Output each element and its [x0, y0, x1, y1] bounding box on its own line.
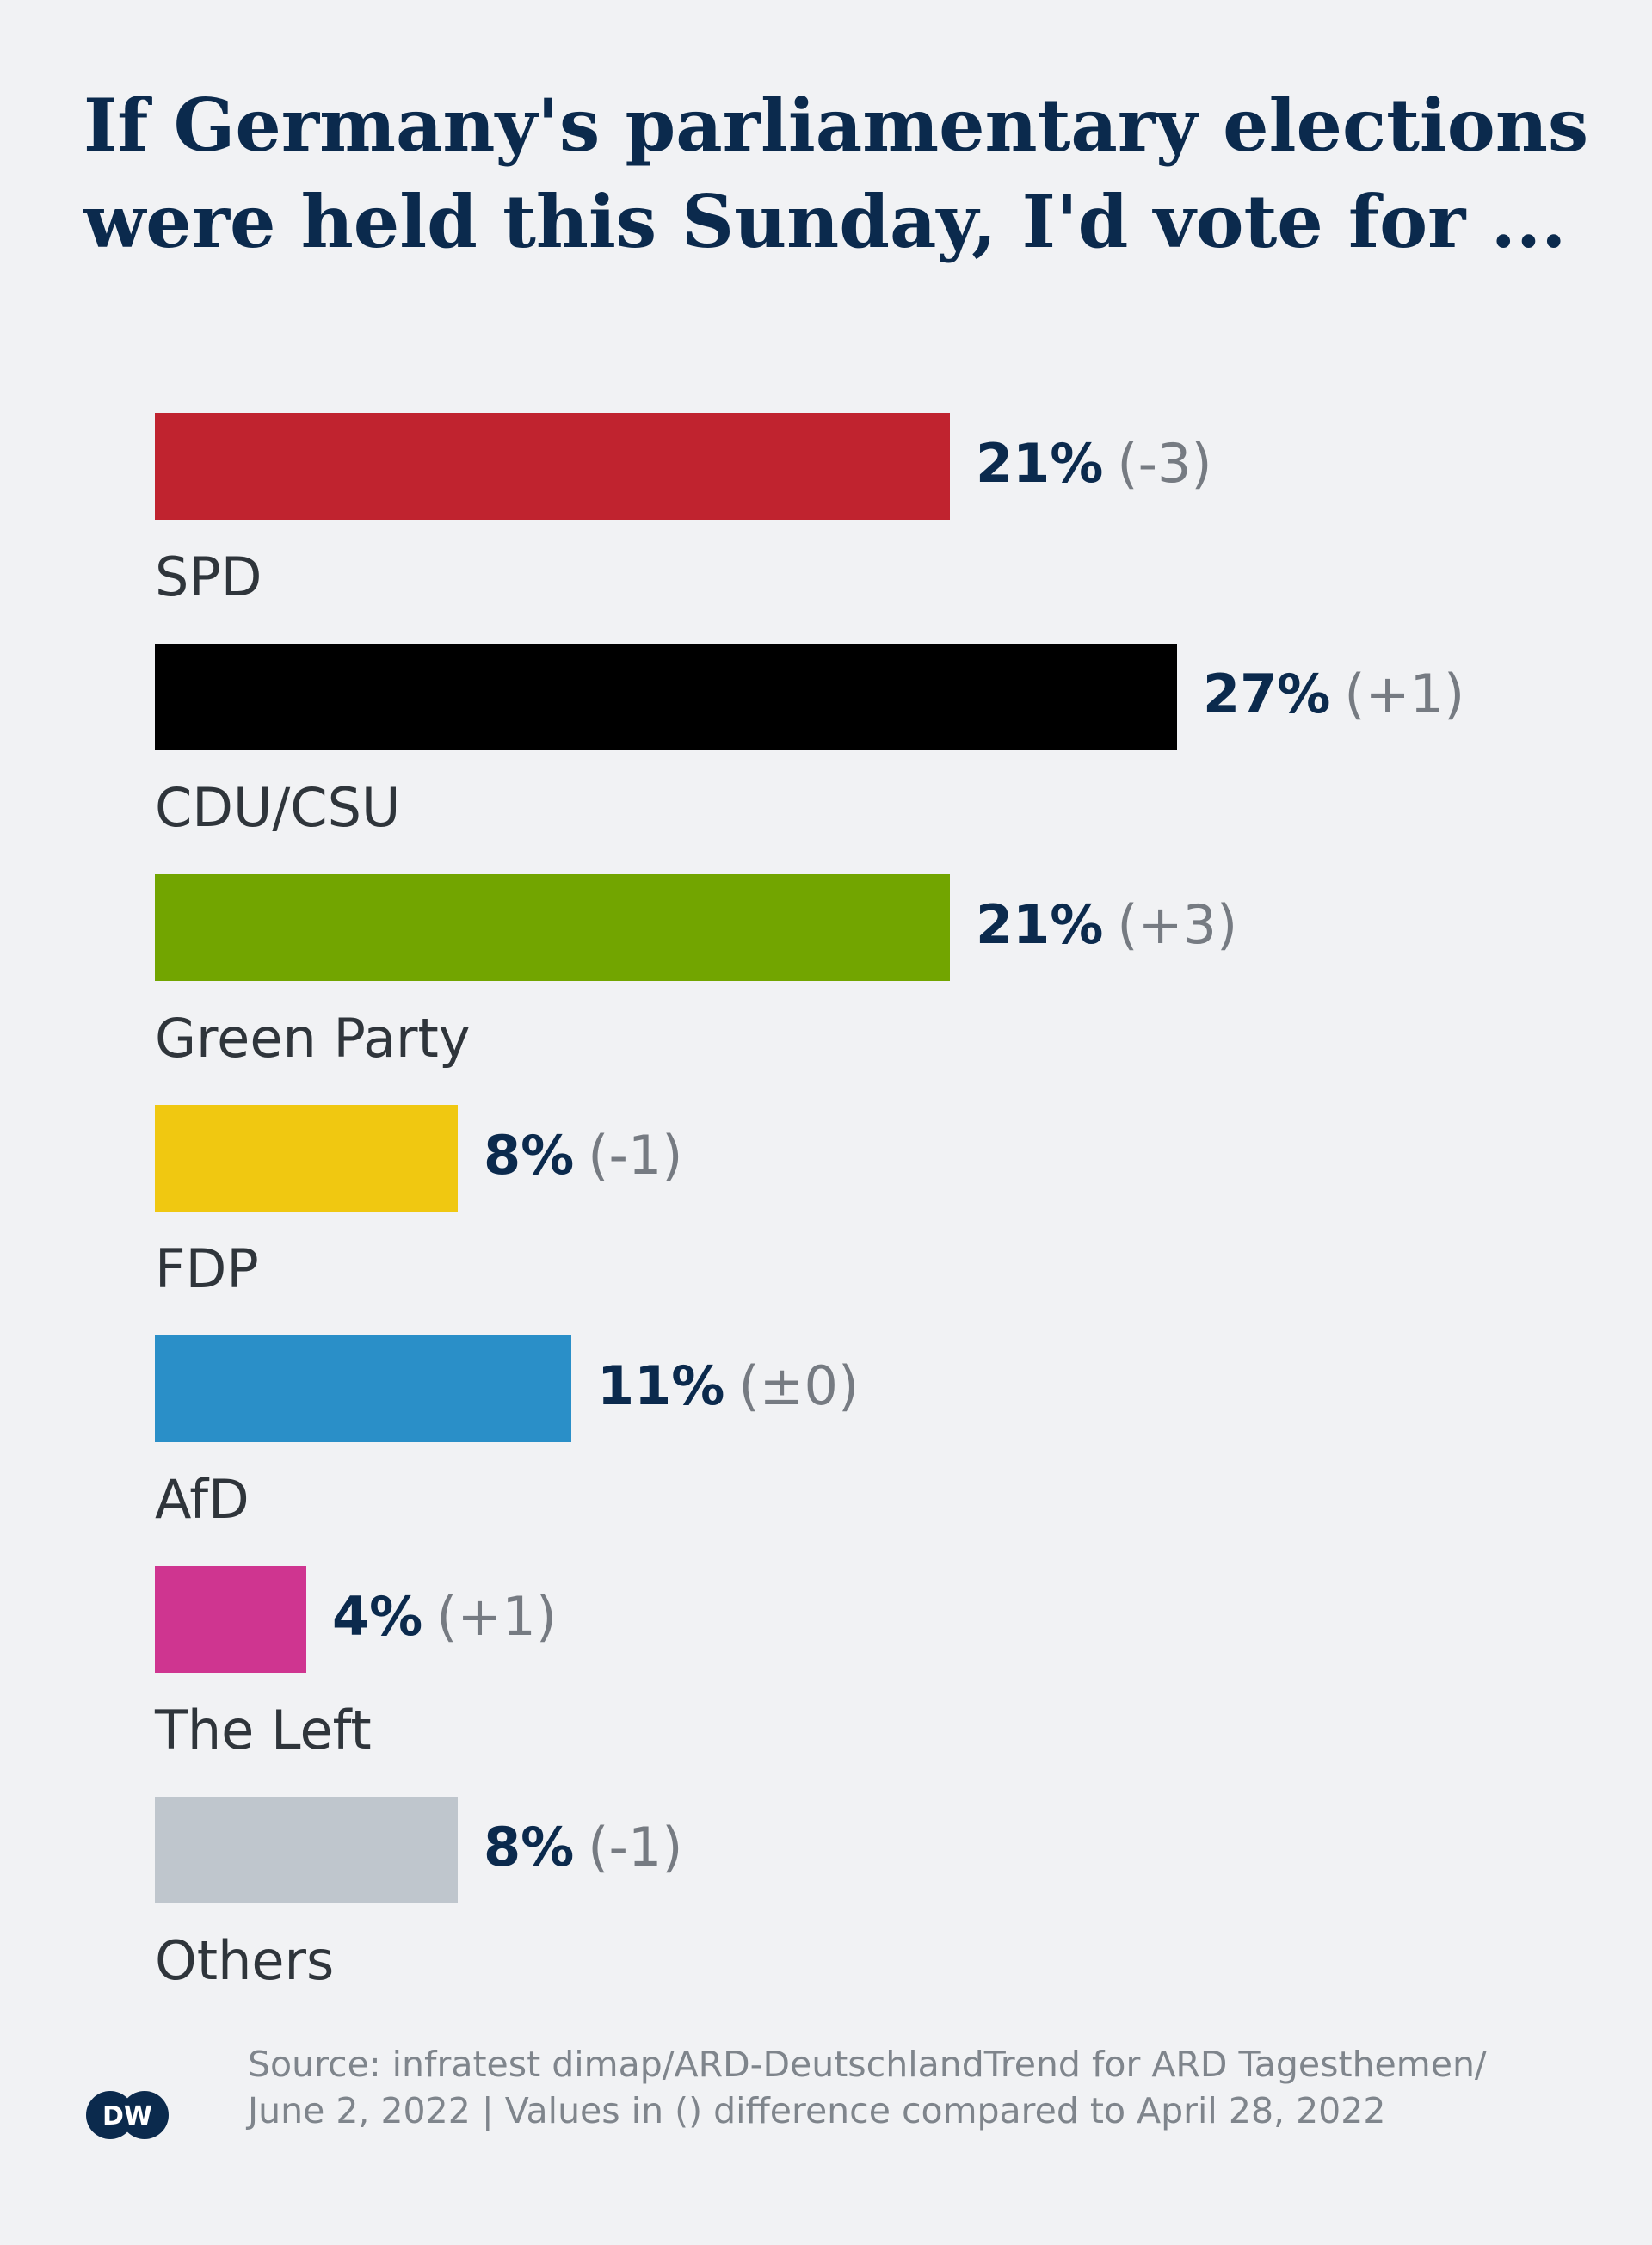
dw-logo-text: DW — [102, 2101, 152, 2131]
bar-afd — [155, 1335, 571, 1442]
source-note: Source: infratest dimap/ARD-DeutschlandT… — [248, 2041, 1624, 2134]
category-label-afd: AfD — [155, 1468, 250, 1531]
value-change: (+1) — [436, 1585, 557, 1648]
value-change: (±0) — [738, 1354, 859, 1417]
value-number: 8% — [484, 1816, 574, 1878]
bar-fdp — [155, 1105, 458, 1212]
bar-cdu-csu — [155, 644, 1177, 750]
category-label-cdu-csu: CDU/CSU — [155, 776, 400, 839]
bar-green-party — [155, 874, 950, 981]
source-line-1: Source: infratest dimap/ARD-DeutschlandT… — [248, 2044, 1487, 2085]
category-label-others: Others — [155, 1929, 334, 1992]
title-line-2: were held this Sunday, I'd vote for ... — [83, 179, 1567, 264]
value-change: (-3) — [1117, 432, 1211, 495]
value-label-green-party: 21% (+3) — [976, 893, 1237, 956]
value-label-spd: 21% (-3) — [976, 432, 1212, 495]
value-change: (-1) — [588, 1124, 682, 1187]
value-label-afd: 11% (±0) — [597, 1354, 859, 1417]
value-number: 27% — [1203, 663, 1330, 725]
title-line-1: If Germany's parliamentary elections — [83, 83, 1589, 168]
value-label-the-left: 4% (+1) — [332, 1585, 557, 1648]
value-number: 8% — [484, 1124, 574, 1187]
value-number: 4% — [332, 1585, 422, 1648]
category-label-spd: SPD — [155, 546, 262, 608]
value-number: 21% — [976, 432, 1103, 495]
chart-title: If Germany's parliamentary elections wer… — [83, 77, 1598, 270]
bar-others — [155, 1797, 458, 1903]
value-number: 21% — [976, 893, 1103, 956]
category-label-fdp: FDP — [155, 1237, 259, 1300]
value-change: (-1) — [588, 1816, 682, 1878]
value-label-others: 8% (-1) — [484, 1816, 682, 1878]
category-label-green-party: Green Party — [155, 1007, 471, 1070]
dw-logo: DW — [86, 2091, 169, 2139]
bar-the-left — [155, 1566, 306, 1673]
value-number: 11% — [597, 1354, 724, 1417]
bar-spd — [155, 413, 950, 520]
value-change: (+3) — [1117, 893, 1237, 956]
source-line-2: June 2, 2022 | Values in () difference c… — [248, 2090, 1386, 2131]
category-label-the-left: The Left — [154, 1699, 372, 1761]
value-label-cdu-csu: 27% (+1) — [1203, 663, 1464, 725]
value-label-fdp: 8% (-1) — [484, 1124, 682, 1187]
value-change: (+1) — [1344, 663, 1464, 725]
